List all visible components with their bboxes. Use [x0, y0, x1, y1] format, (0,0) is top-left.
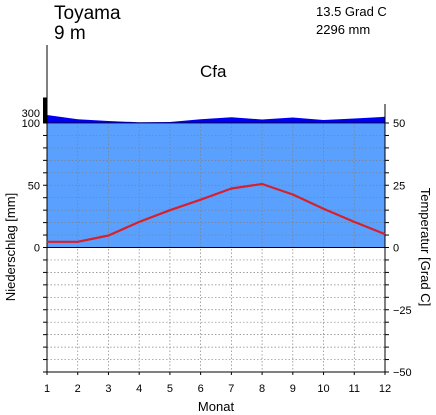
x-tick-label: 5: [167, 383, 173, 395]
temperature-line: [47, 182, 386, 243]
left-tick-label: 50: [28, 180, 40, 192]
x-tick-label: 10: [317, 383, 329, 395]
right-axis-label: Temperatur [Grad C]: [418, 188, 433, 307]
x-tick-label: 1: [44, 383, 50, 395]
x-tick-label: 9: [290, 383, 296, 395]
x-tick-label: 2: [75, 383, 81, 395]
right-tick-label: 50: [393, 118, 405, 130]
station-name: Toyama: [54, 3, 121, 24]
right-tick-label: 0: [393, 243, 399, 255]
right-tick-label: 25: [393, 180, 405, 192]
annual-precipitation: 2296 mm: [316, 22, 370, 37]
right-tick-label: −25: [393, 305, 412, 317]
station-elevation: 9 m: [54, 23, 86, 44]
x-tick-label: 4: [136, 383, 142, 395]
x-tick-label: 6: [198, 383, 204, 395]
climate-classification: Cfa: [200, 62, 227, 81]
x-tick-label: 7: [228, 383, 234, 395]
x-tick-label: 11: [349, 383, 360, 395]
x-tick-label: 12: [379, 383, 391, 395]
x-tick-label: 8: [259, 383, 265, 395]
x-axis-label: Monat: [198, 399, 235, 414]
right-tick-label: −50: [393, 367, 412, 379]
left-tick-label: 300: [22, 108, 40, 120]
left-tick-label: 0: [34, 243, 40, 255]
left-axis-label: Niederschlag [mm]: [3, 193, 18, 301]
left-tick-label: 100: [22, 118, 40, 130]
mean-temperature: 13.5 Grad C: [316, 4, 387, 19]
x-tick-label: 3: [105, 383, 111, 395]
header: Toyama 9 m 13.5 Grad C 2296 mm Cfa: [54, 3, 387, 81]
precipitation-excess-area: [47, 115, 385, 123]
